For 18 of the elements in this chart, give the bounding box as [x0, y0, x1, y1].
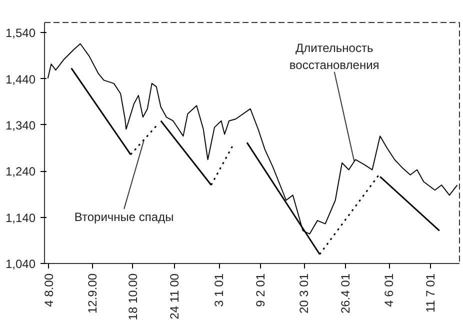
x-tick-label: 20 3 01: [297, 273, 312, 314]
x-tick-label: 26.4 01: [338, 273, 352, 314]
annotation: Длительность восстановления: [289, 41, 380, 72]
y-tick-label: 1,240: [5, 164, 36, 179]
y-tick-label: 1,140: [5, 210, 36, 225]
x-tick-label: 11 7 01: [423, 273, 438, 313]
x-tick-label: 12.9.00: [86, 273, 100, 314]
x-tick-label: 24 11 00: [167, 273, 182, 320]
x-tick-label: 9 2 01: [253, 273, 268, 307]
y-tick-label: 1,340: [5, 118, 36, 132]
y-tick-label: 1,040: [5, 257, 36, 271]
y-tick-label: 1,440: [5, 72, 36, 86]
y-tick-label: 1,540: [5, 26, 36, 40]
x-tick-label: 4 8.00: [42, 273, 56, 307]
x-tick-label: 18 10.00: [126, 273, 140, 320]
annotation: Вторичные спады: [74, 210, 174, 224]
x-tick-label: 4 6 01: [382, 273, 396, 307]
x-tick-label: 3 1 01: [212, 273, 226, 307]
